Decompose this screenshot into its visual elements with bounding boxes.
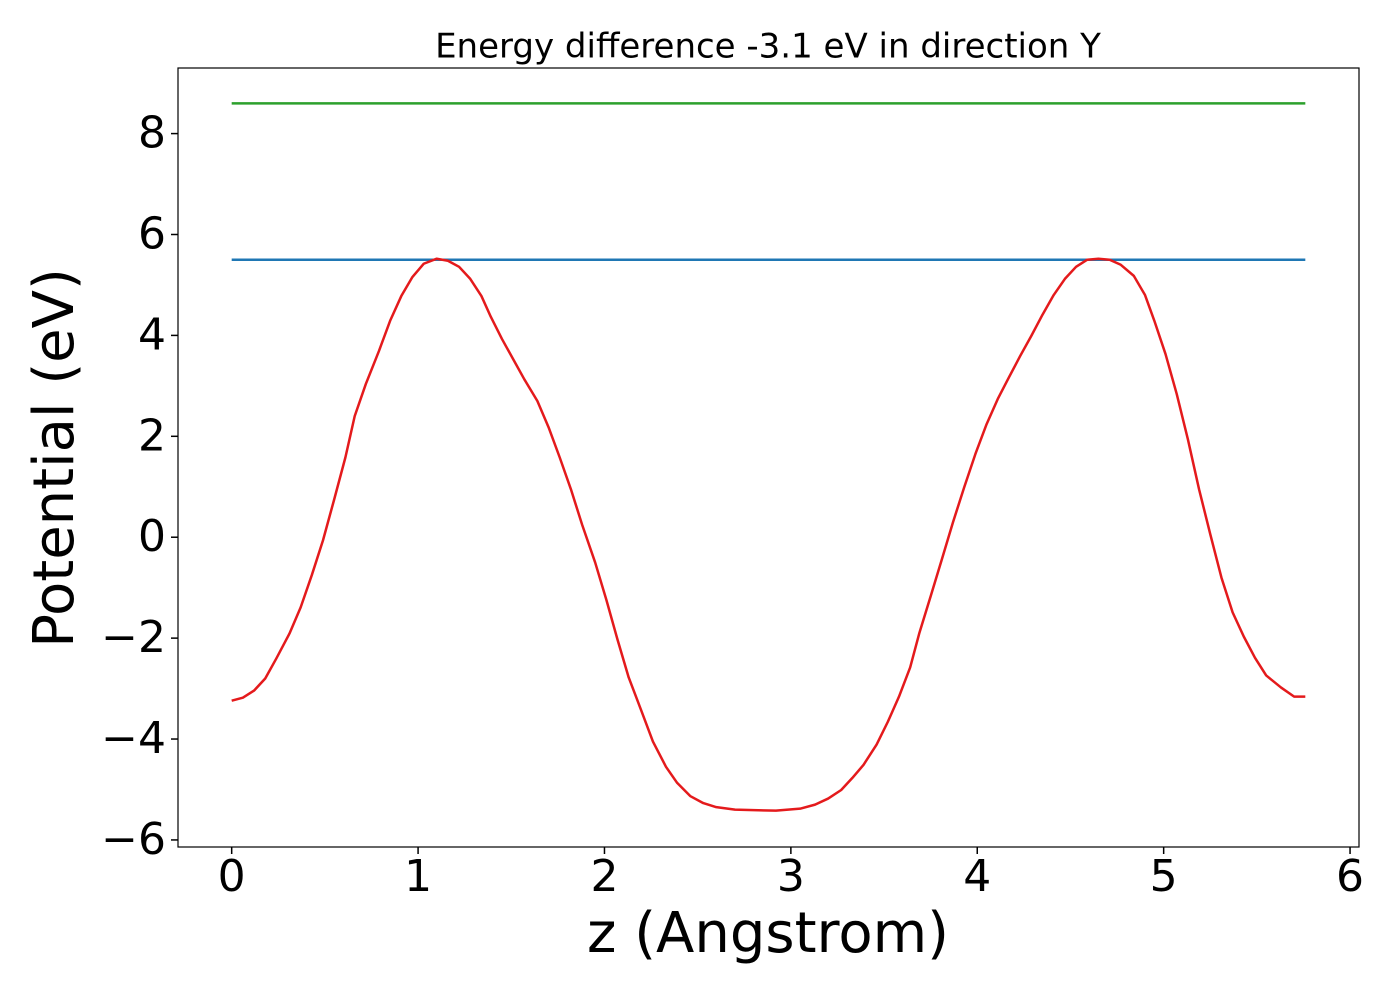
y-tick-label: −2 (101, 612, 166, 663)
y-tick-label: 8 (138, 108, 166, 159)
y-axis-label: Potential (eV) (22, 268, 87, 648)
x-tick-label: 3 (777, 851, 805, 902)
x-tick-label: 6 (1336, 851, 1364, 902)
plot-frame (177, 67, 1360, 848)
y-tick-label: 0 (138, 511, 166, 562)
y-tick-label: 2 (138, 410, 166, 461)
y-tick-label: 4 (138, 309, 166, 360)
y-tick-label: −4 (101, 713, 166, 764)
x-tick-label: 0 (218, 851, 246, 902)
x-tick-label: 1 (404, 851, 432, 902)
y-tick-label: −6 (101, 814, 166, 865)
x-tick-label: 2 (590, 851, 618, 902)
chart-title: Energy difference -3.1 eV in direction Y (435, 27, 1101, 67)
line-series (231, 257, 1306, 812)
x-tick-label: 5 (1150, 851, 1178, 902)
x-tick-label: 4 (963, 851, 991, 902)
y-tick-label: 6 (138, 208, 166, 259)
x-axis-label: z (Angstrom) (587, 901, 949, 966)
